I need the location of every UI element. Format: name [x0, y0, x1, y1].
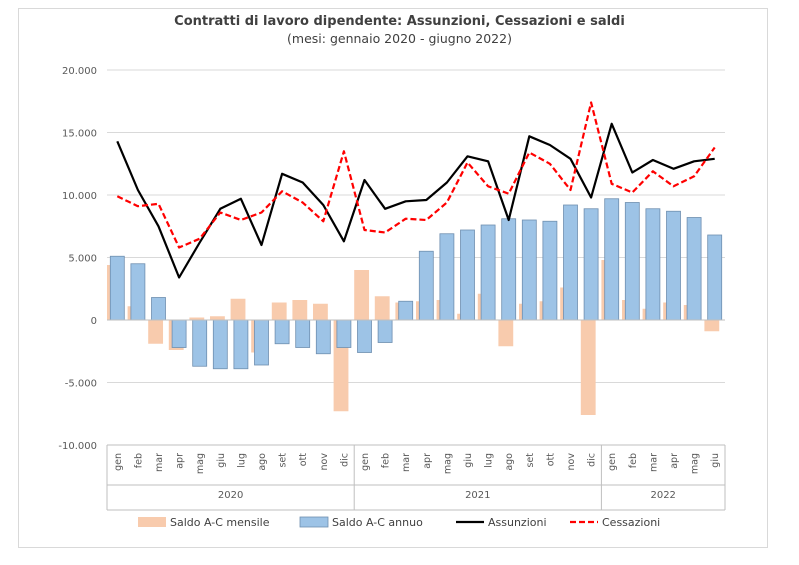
bar-saldo-annuo: [501, 218, 517, 321]
y-tick-label: 0: [91, 316, 97, 327]
x-tick-label: apr: [669, 453, 680, 469]
x-tick-label: gen: [607, 453, 618, 471]
bar-saldo-annuo: [398, 300, 414, 321]
bar-saldo-mensile: [210, 316, 225, 320]
x-tick-label: mar: [154, 453, 165, 472]
x-tick-label: nov: [566, 453, 577, 471]
x-tick-label: feb: [133, 453, 144, 468]
line-assunzioni: [116, 122, 715, 279]
bar-saldo-annuo: [295, 319, 311, 348]
x-tick-label: ago: [257, 453, 268, 471]
chart-title: Contratti di lavoro dipendente: Assunzio…: [174, 14, 625, 29]
x-axis-ticks: gen feb mar apr mag giu lug ago set ott nov dic gen f…: [106, 445, 726, 511]
bar-saldo-annuo: [233, 319, 249, 370]
y-tick-label: -5.000: [65, 379, 97, 390]
x-tick-label: nov: [319, 453, 330, 471]
x-tick-label: giu: [463, 453, 474, 468]
bar-saldo-annuo: [151, 297, 166, 321]
legend-label: Saldo A-C annuo: [332, 516, 423, 529]
bar-saldo-annuo: [521, 219, 537, 321]
x-tick-label: giu: [216, 453, 227, 468]
bar-saldo-annuo: [439, 233, 455, 321]
y-tick-label: -10.000: [58, 441, 97, 452]
bar-saldo-annuo: [274, 319, 290, 345]
x-tick-label: mag: [195, 453, 206, 474]
year-group-label: 2022: [650, 490, 675, 501]
y-tick-label: 5.000: [68, 254, 97, 265]
bar-saldo-annuo: [604, 198, 620, 321]
x-tick-label: apr: [422, 453, 433, 469]
y-tick-label: 10.000: [62, 191, 97, 202]
bar-saldo-annuo: [563, 204, 578, 321]
x-tick-label: ott: [545, 453, 556, 467]
x-tick-label: ago: [504, 453, 515, 471]
y-tick-label: 20.000: [62, 66, 97, 77]
bar-saldo-annuo: [480, 224, 496, 321]
bar-saldo-annuo: [418, 250, 434, 321]
x-tick-label: mag: [690, 453, 701, 474]
bar-saldo-annuo: [109, 255, 125, 321]
bar-saldo-annuo: [460, 229, 475, 321]
x-tick-label: mar: [401, 453, 412, 472]
bar-saldo-annuo: [377, 319, 393, 343]
bar-saldo-mensile: [498, 320, 514, 347]
x-tick-label: lug: [484, 453, 495, 468]
legend-swatch: [138, 517, 166, 527]
x-tick-label: gen: [360, 453, 371, 471]
x-tick-label: dic: [587, 453, 598, 467]
y-tick-label: 15.000: [62, 129, 97, 140]
bar-saldo-annuo: [686, 217, 702, 321]
x-tick-label: apr: [175, 453, 186, 469]
bar-saldo-annuo: [666, 210, 681, 321]
bar-saldo-mensile: [230, 298, 246, 320]
series-saldo-annuo: [109, 198, 723, 370]
x-tick-label: lug: [236, 453, 247, 468]
year-group-label: 2021: [465, 490, 490, 501]
x-tick-label: ott: [298, 453, 309, 467]
x-tick-label: giu: [710, 453, 721, 468]
chart-legend: Saldo A-C mensile Saldo A-C annuo Assunzio…: [138, 516, 660, 529]
axes: [107, 319, 725, 446]
bar-saldo-mensile: [189, 317, 205, 320]
legend-label: Cessazioni: [602, 516, 660, 529]
bar-saldo-mensile: [271, 302, 287, 320]
x-tick-label: feb: [628, 453, 639, 468]
bar-saldo-annuo: [192, 319, 208, 367]
legend-label: Saldo A-C mensile: [170, 516, 270, 529]
bar-saldo-annuo: [645, 208, 661, 321]
bar-saldo-mensile: [313, 303, 328, 320]
bar-saldo-annuo: [254, 319, 269, 366]
x-tick-label: gen: [113, 453, 124, 471]
bar-saldo-annuo: [583, 208, 599, 321]
bar-saldo-annuo: [336, 319, 352, 348]
x-tick-label: feb: [381, 453, 392, 468]
bar-saldo-annuo: [542, 220, 558, 321]
x-tick-label: mar: [648, 453, 659, 472]
bar-saldo-annuo: [707, 234, 723, 321]
x-tick-label: set: [525, 453, 536, 468]
x-tick-label: dic: [339, 453, 350, 467]
bar-saldo-mensile: [292, 300, 308, 320]
bar-saldo-annuo: [357, 319, 372, 353]
line-cessazioni: [116, 101, 716, 249]
bar-saldo-annuo: [171, 319, 187, 348]
bar-saldo-annuo: [212, 319, 228, 370]
y-axis-ticks: 20.000 15.000 10.000 5.000 0 -5.000 -10.000: [58, 66, 97, 452]
legend-label: Assunzioni: [488, 516, 547, 529]
bar-saldo-annuo: [624, 202, 640, 321]
series-lines: [116, 101, 716, 279]
x-tick-label: mag: [442, 453, 453, 474]
bar-saldo-mensile: [704, 320, 720, 332]
bar-saldo-mensile: [354, 270, 370, 320]
year-group-label: 2020: [218, 490, 243, 501]
bar-saldo-mensile: [580, 320, 596, 415]
x-tick-label: set: [278, 453, 289, 468]
bar-saldo-annuo: [130, 263, 146, 321]
bar-saldo-annuo: [315, 319, 331, 355]
legend-swatch: [299, 516, 329, 528]
bar-saldo-mensile: [148, 320, 164, 344]
chart-subtitle: (mesi: gennaio 2020 - giugno 2022): [287, 31, 512, 46]
bar-saldo-mensile: [374, 296, 390, 320]
